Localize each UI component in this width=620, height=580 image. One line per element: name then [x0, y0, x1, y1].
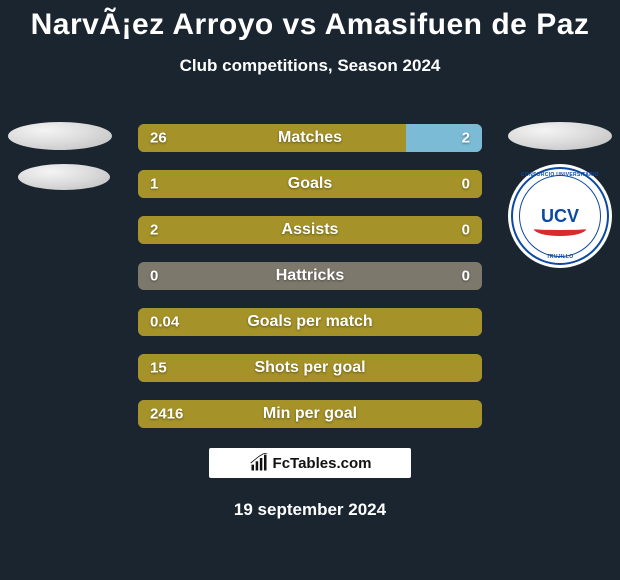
- right-player-avatars: CONSORCIO UNIVERSITARIO UCV TRUJILLO: [508, 122, 612, 268]
- stat-label: Shots per goal: [138, 359, 482, 377]
- brand-text: FcTables.com: [273, 455, 372, 472]
- player-avatar-placeholder: [508, 122, 612, 150]
- club-badge-placeholder: [18, 164, 110, 190]
- club-badge-bottom-label: TRUJILLO: [547, 254, 574, 260]
- stat-label: Matches: [138, 129, 482, 147]
- stat-label: Min per goal: [138, 405, 482, 423]
- stat-row: 2416Min per goal: [138, 400, 482, 428]
- stat-value-right: 2: [462, 130, 470, 147]
- brand-logo[interactable]: FcTables.com: [209, 448, 411, 478]
- stat-row: 2Assists0: [138, 216, 482, 244]
- stat-value-right: 0: [462, 176, 470, 193]
- stat-row: 26Matches2: [138, 124, 482, 152]
- date-label: 19 september 2024: [0, 500, 620, 520]
- stat-label: Goals per match: [138, 313, 482, 331]
- stat-label: Assists: [138, 221, 482, 239]
- stat-row: 1Goals0: [138, 170, 482, 198]
- subtitle: Club competitions, Season 2024: [0, 56, 620, 76]
- club-badge-text: UCV: [541, 207, 579, 225]
- stat-value-right: 0: [462, 268, 470, 285]
- bar-chart-icon: [249, 453, 269, 473]
- left-player-avatars: [8, 122, 112, 190]
- page-title: NarvÃ¡ez Arroyo vs Amasifuen de Paz: [0, 0, 620, 42]
- player-avatar-placeholder: [8, 122, 112, 150]
- stat-row: 0Hattricks0: [138, 262, 482, 290]
- stats-comparison: 26Matches21Goals02Assists00Hattricks00.0…: [138, 124, 482, 428]
- stat-value-right: 0: [462, 222, 470, 239]
- stat-row: 15Shots per goal: [138, 354, 482, 382]
- stat-row: 0.04Goals per match: [138, 308, 482, 336]
- club-badge-top-label: CONSORCIO UNIVERSITARIO: [521, 172, 599, 178]
- stat-label: Hattricks: [138, 267, 482, 285]
- stat-label: Goals: [138, 175, 482, 193]
- club-badge-ucv: CONSORCIO UNIVERSITARIO UCV TRUJILLO: [508, 164, 612, 268]
